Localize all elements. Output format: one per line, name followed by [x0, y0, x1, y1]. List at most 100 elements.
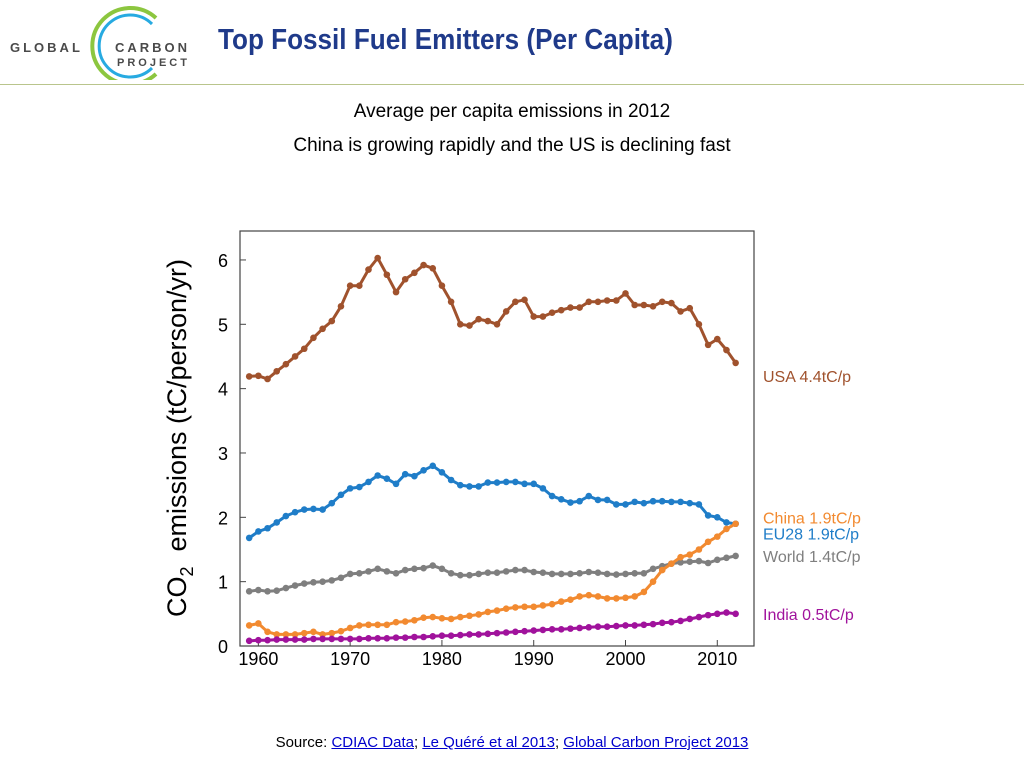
data-point-world — [603, 570, 611, 578]
data-point-china — [521, 603, 528, 611]
data-point-india — [291, 636, 299, 643]
data-point-world — [631, 569, 638, 577]
data-point-eu28 — [456, 481, 464, 489]
data-point-china — [328, 629, 336, 637]
data-point-india — [255, 636, 262, 644]
data-point-china — [456, 613, 464, 621]
data-point-china — [300, 629, 308, 637]
data-point-eu28 — [438, 468, 446, 476]
data-point-world — [521, 566, 528, 574]
header-divider — [0, 84, 1024, 85]
data-point-eu28 — [264, 524, 271, 532]
data-point-usa — [475, 315, 482, 323]
data-point-india — [374, 634, 381, 642]
data-point-india — [557, 625, 565, 633]
data-point-india — [493, 629, 501, 637]
data-point-india — [521, 627, 528, 635]
series-eu28 — [245, 462, 739, 542]
data-point-world — [594, 569, 602, 576]
data-point-eu28 — [576, 497, 583, 505]
data-point-usa — [264, 375, 271, 383]
data-point-eu28 — [365, 478, 372, 486]
data-point-china — [466, 612, 473, 620]
data-point-usa — [383, 271, 391, 279]
data-point-india — [686, 615, 694, 623]
data-point-usa — [548, 309, 556, 317]
logo-word-project: PROJECT — [117, 57, 190, 69]
y-tick-label: 5 — [218, 315, 228, 335]
data-point-world — [548, 570, 556, 578]
x-tick-label: 1970 — [330, 649, 370, 669]
data-point-india — [576, 624, 583, 632]
data-point-china — [695, 546, 703, 553]
data-point-usa — [658, 298, 666, 306]
data-point-eu28 — [695, 501, 703, 508]
data-point-usa — [704, 341, 712, 349]
data-point-world — [365, 568, 372, 575]
data-point-eu28 — [704, 512, 712, 519]
data-point-eu28 — [328, 499, 336, 507]
data-point-world — [429, 562, 437, 569]
data-point-eu28 — [346, 485, 354, 492]
data-point-india — [649, 620, 657, 628]
data-point-world — [502, 568, 510, 575]
data-point-usa — [401, 275, 409, 283]
data-point-usa — [585, 298, 593, 306]
data-point-india — [585, 624, 593, 631]
data-point-china — [383, 621, 391, 629]
data-point-usa — [723, 346, 730, 354]
series-line-usa — [249, 256, 737, 381]
axis-ticks: 0 1 2 3 4 5 6 1960 1970 1980 1990 2000 2010 — [218, 251, 737, 669]
logo-word-carbon: CARBON — [115, 40, 191, 55]
data-point-china — [420, 614, 427, 621]
data-point-world — [677, 559, 684, 566]
source-link-gcp[interactable]: Global Carbon Project 2013 — [563, 734, 749, 751]
data-point-india — [567, 625, 574, 632]
data-point-eu28 — [502, 478, 510, 486]
data-point-china — [291, 631, 299, 638]
data-point-usa — [282, 360, 290, 368]
x-tick-label: 2010 — [697, 649, 737, 669]
data-point-eu28 — [567, 499, 574, 506]
series-china — [245, 520, 739, 638]
data-point-china — [576, 593, 583, 600]
data-point-world — [291, 582, 299, 589]
data-point-india — [356, 635, 363, 643]
data-point-india — [475, 631, 482, 638]
data-point-china — [594, 593, 602, 600]
data-point-china — [502, 605, 510, 612]
data-point-world — [411, 565, 418, 573]
series-line-world — [248, 554, 736, 593]
data-point-india — [502, 629, 510, 636]
source-link-cdiac[interactable]: CDIAC Data — [331, 734, 414, 751]
data-point-world — [374, 565, 381, 573]
data-point-china — [475, 611, 482, 618]
data-point-india — [658, 619, 666, 627]
data-point-india — [713, 610, 721, 618]
data-point-eu28 — [686, 499, 694, 507]
source-link-le-quere[interactable]: Le Quéré et al 2013 — [422, 734, 555, 751]
data-point-eu28 — [356, 483, 363, 491]
data-point-world — [273, 587, 281, 594]
data-point-usa — [337, 302, 345, 310]
data-point-india — [512, 628, 519, 636]
data-point-china — [567, 596, 574, 603]
data-point-china — [677, 553, 684, 561]
x-tick-label: 1990 — [514, 649, 554, 669]
data-point-china — [273, 631, 281, 638]
data-point-india — [466, 631, 473, 638]
y-tick-label: 2 — [218, 508, 228, 528]
data-point-usa — [613, 297, 620, 304]
series-usa — [245, 254, 739, 383]
data-point-china — [530, 603, 538, 611]
data-point-eu28 — [548, 492, 556, 500]
data-point-india — [695, 613, 703, 621]
data-point-usa — [530, 313, 538, 320]
data-point-china — [732, 520, 739, 528]
data-point-world — [493, 569, 501, 576]
series-label-china: China 1.9tC/p — [763, 510, 861, 527]
data-point-india — [429, 633, 437, 640]
data-point-china — [264, 628, 271, 636]
data-point-india — [438, 632, 446, 640]
data-point-usa — [365, 266, 372, 273]
